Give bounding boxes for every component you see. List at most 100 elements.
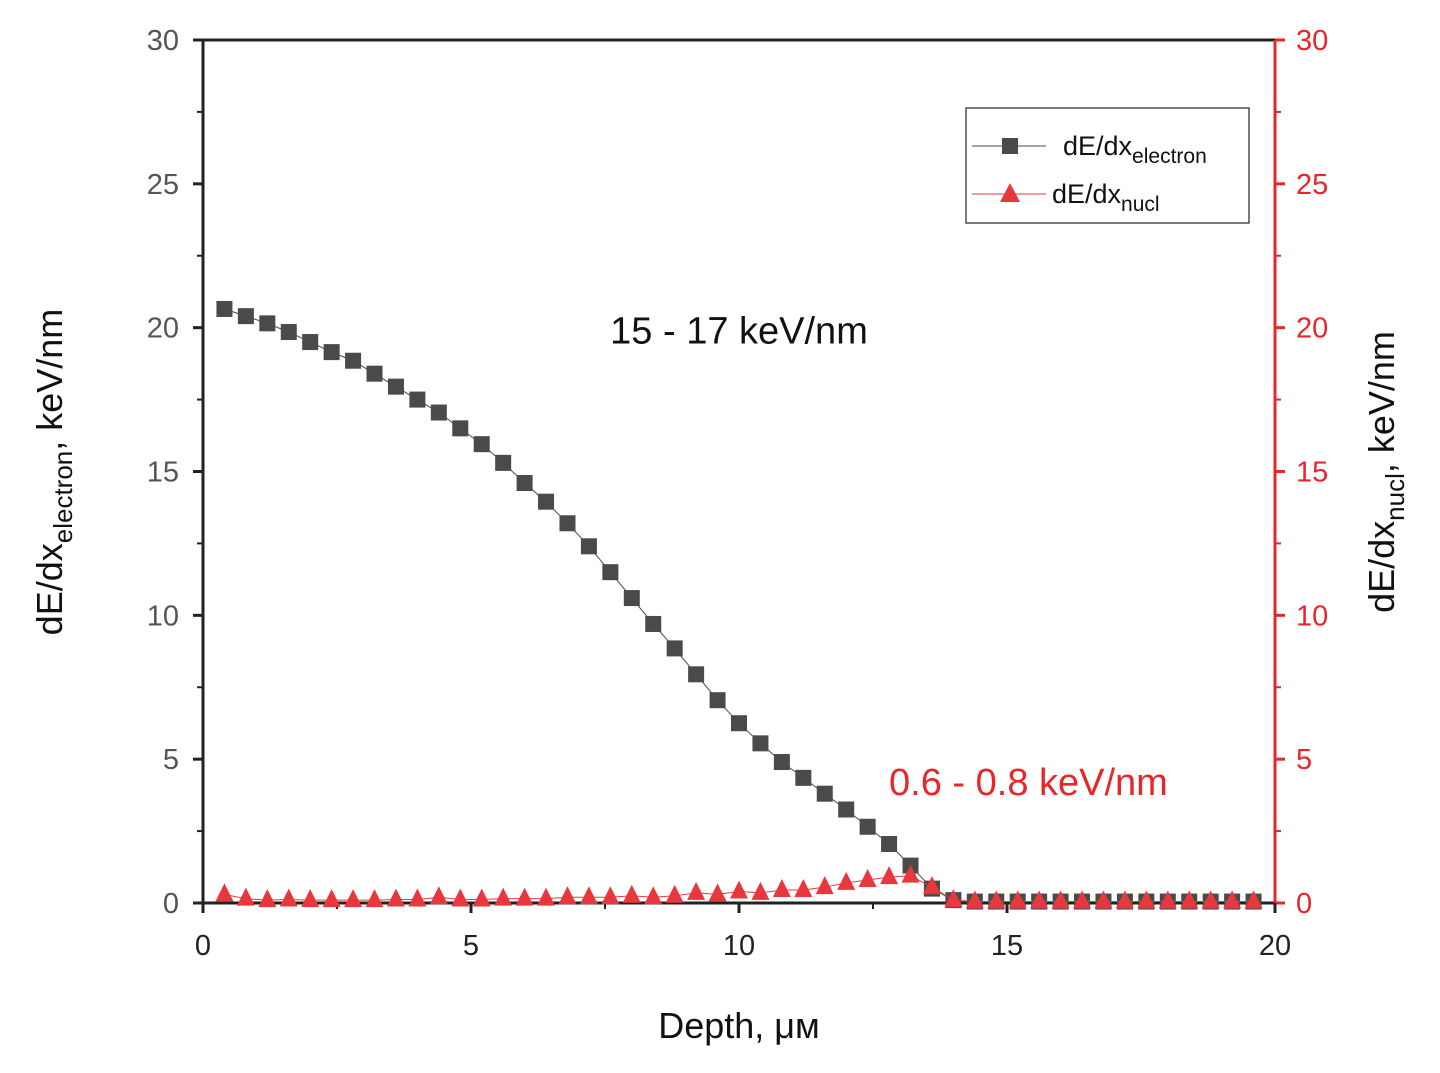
- data-point-electron: [473, 436, 490, 453]
- right-axis-title: dE/dxnucl, keV/nm: [1361, 331, 1410, 613]
- data-point-nucl: [1244, 890, 1263, 909]
- data-point-nucl: [322, 889, 341, 908]
- data-point-nucl: [1158, 890, 1177, 909]
- left-tick-label: 5: [163, 744, 179, 776]
- data-point-nucl: [794, 879, 813, 898]
- data-point-nucl: [837, 871, 856, 890]
- left-axis-title: dE/dxelectron, keV/nm: [29, 309, 78, 636]
- data-point-nucl: [408, 888, 427, 907]
- data-point-electron: [237, 308, 254, 325]
- bottom-tick-label: 15: [991, 930, 1023, 962]
- data-point-electron: [302, 334, 319, 351]
- right-tick-label: 15: [1296, 457, 1328, 489]
- data-point-electron: [495, 454, 512, 471]
- data-point-nucl: [772, 879, 791, 898]
- data-point-nucl: [494, 887, 513, 906]
- data-point-nucl: [515, 887, 534, 906]
- data-point-nucl: [644, 886, 663, 905]
- data-point-nucl: [344, 889, 363, 908]
- data-point-nucl: [451, 888, 470, 907]
- data-point-nucl: [558, 886, 577, 905]
- data-point-nucl: [1008, 890, 1027, 909]
- right-tick-label: 0: [1296, 888, 1312, 920]
- data-point-nucl: [987, 890, 1006, 909]
- annotation-label: 15 - 17 keV/nm: [610, 311, 868, 353]
- data-point-electron: [773, 754, 790, 771]
- data-point-nucl: [1180, 890, 1199, 909]
- data-point-electron: [666, 640, 683, 657]
- data-point-electron: [731, 715, 747, 732]
- left-tick-label: 0: [163, 888, 179, 920]
- data-point-electron: [516, 475, 533, 492]
- data-point-nucl: [601, 886, 620, 905]
- data-point-nucl: [236, 887, 255, 906]
- data-point-electron: [688, 666, 705, 683]
- data-point-nucl: [279, 888, 298, 907]
- data-point-nucl: [815, 876, 834, 895]
- data-point-electron: [387, 378, 404, 395]
- data-point-nucl: [858, 868, 877, 887]
- data-point-nucl: [429, 886, 448, 905]
- right-tick-label: 25: [1296, 169, 1328, 201]
- right-tick-label: 20: [1296, 313, 1328, 345]
- data-point-electron: [752, 735, 769, 752]
- data-point-nucl: [965, 890, 984, 909]
- data-point-electron: [452, 420, 469, 437]
- data-point-electron: [623, 590, 640, 607]
- data-point-electron: [859, 818, 876, 835]
- data-point-nucl: [1030, 890, 1049, 909]
- data-point-electron: [409, 391, 426, 408]
- data-point-electron: [709, 692, 726, 709]
- data-point-electron: [345, 352, 362, 369]
- data-point-nucl: [365, 889, 384, 908]
- data-point-nucl: [472, 888, 491, 907]
- data-point-nucl: [880, 866, 899, 885]
- data-point-nucl: [1073, 890, 1092, 909]
- bottom-tick-label: 0: [195, 930, 211, 962]
- data-point-nucl: [708, 883, 727, 902]
- data-point-electron: [645, 615, 662, 632]
- annotations: 15 - 17 keV/nm 0.6 - 0.8 keV/nm: [610, 311, 1168, 805]
- left-tick-label: 30: [147, 25, 179, 57]
- data-point-electron: [838, 801, 855, 818]
- data-point-nucl: [215, 883, 234, 902]
- data-point-nucl: [258, 889, 277, 908]
- legend-label-nucl: dE/dxnucl: [1052, 179, 1160, 216]
- right-tick-label: 10: [1296, 600, 1328, 632]
- bottom-tick-label: 10: [723, 930, 755, 962]
- data-point-electron: [216, 300, 233, 317]
- data-point-electron: [259, 315, 276, 332]
- axes: 0 5 10 15 20 25 30 0 5 10 15 20 25 30 0 5 10 15 20 Depth, μ…: [29, 25, 1410, 1046]
- data-point-nucl: [1201, 890, 1220, 909]
- data-point-nucl: [922, 876, 941, 895]
- left-tick-label: 10: [147, 600, 179, 632]
- data-point-electron: [795, 769, 812, 786]
- data-point-nucl: [687, 881, 706, 900]
- data-point-electron: [538, 493, 555, 510]
- data-point-electron: [881, 836, 898, 853]
- data-point-nucl: [537, 887, 556, 906]
- legend-marker-nucl: [1000, 183, 1020, 202]
- data-point-nucl: [1051, 890, 1070, 909]
- plot-area: [215, 300, 1263, 910]
- right-tick-label: 30: [1296, 25, 1328, 57]
- data-point-nucl: [1137, 890, 1156, 909]
- left-tick-label: 20: [147, 313, 179, 345]
- data-point-nucl: [1223, 890, 1242, 909]
- legend-label-electron: dE/dxelectron: [1063, 131, 1207, 168]
- bottom-tick-label: 5: [463, 930, 479, 962]
- data-point-nucl: [1115, 890, 1134, 909]
- legend-box: [965, 107, 1250, 224]
- legend-marker-electron: [1002, 138, 1018, 154]
- series-line-electron: [224, 308, 1254, 903]
- data-point-nucl: [622, 884, 641, 903]
- data-point-nucl: [901, 864, 920, 883]
- bottom-tick-label: 20: [1259, 930, 1291, 962]
- data-point-electron: [602, 564, 619, 581]
- data-point-electron: [366, 365, 383, 382]
- data-point-electron: [280, 323, 297, 340]
- right-tick-label: 5: [1296, 744, 1312, 776]
- annotation-label: 0.6 - 0.8 keV/nm: [889, 762, 1168, 804]
- data-point-nucl: [751, 881, 770, 900]
